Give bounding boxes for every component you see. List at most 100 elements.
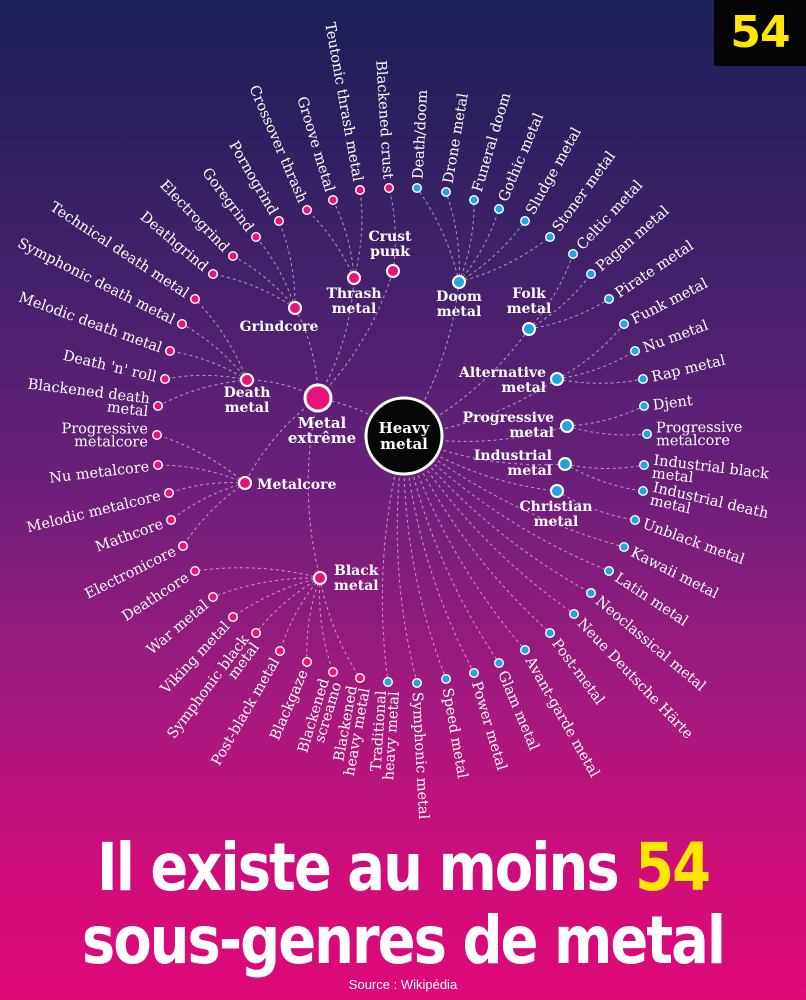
genre-label: Drone metal bbox=[441, 92, 472, 185]
count-badge: 54 bbox=[714, 0, 806, 66]
genre-dot bbox=[328, 194, 339, 205]
genre-dot bbox=[151, 430, 162, 441]
genre-dot bbox=[619, 542, 630, 553]
genre-dot bbox=[638, 374, 649, 385]
hub-thrash-dot bbox=[347, 271, 361, 285]
genre-link bbox=[445, 191, 460, 283]
genre-link bbox=[181, 323, 248, 381]
genre-dot bbox=[441, 674, 452, 685]
genre-link bbox=[528, 298, 610, 330]
genre-dot bbox=[569, 609, 580, 620]
headline-line-1: Il existe au moins 54 bbox=[0, 831, 806, 905]
genre-dot bbox=[412, 678, 423, 689]
genre-label: Nu metal bbox=[641, 318, 711, 357]
genre-label: Death 'n' roll bbox=[61, 348, 158, 386]
genre-link bbox=[168, 482, 246, 494]
genre-link bbox=[319, 577, 334, 673]
genre-dot bbox=[568, 248, 579, 259]
headline: Il existe au moins 54 sous-genres de met… bbox=[0, 831, 806, 980]
genre-dot bbox=[189, 294, 200, 305]
genre-link bbox=[528, 273, 592, 330]
genre-label: Progressive metalcore bbox=[656, 420, 743, 450]
hub-progressive-label: Progressive metal bbox=[463, 410, 555, 441]
hub-folk-label: Folk metal bbox=[507, 286, 552, 317]
genre-label: Djent bbox=[652, 393, 694, 414]
genre-dot bbox=[545, 231, 556, 242]
genre-link bbox=[566, 405, 645, 427]
hub-crust-label: Crust punk bbox=[368, 229, 412, 260]
genre-link bbox=[278, 220, 296, 309]
genre-dot bbox=[152, 460, 163, 471]
genre-link bbox=[528, 253, 574, 330]
genre-link bbox=[157, 464, 246, 484]
genre-link bbox=[556, 350, 636, 380]
genre-dot bbox=[302, 657, 313, 668]
genre-link bbox=[169, 350, 248, 381]
genre-dot bbox=[164, 346, 175, 357]
hub-metal_extreme-label: Metal extrême bbox=[288, 414, 356, 447]
hub-alternative-label: Alternative metal bbox=[458, 365, 546, 396]
genre-dot bbox=[384, 182, 395, 193]
genre-link bbox=[458, 199, 475, 283]
hub-christian-dot bbox=[550, 484, 564, 498]
genre-link bbox=[232, 577, 321, 618]
genre-link bbox=[170, 482, 246, 521]
genre-link bbox=[306, 577, 321, 663]
genre-label: Symphonic metal bbox=[408, 692, 431, 820]
hub-doom-label: Doom metal bbox=[436, 289, 482, 320]
genre-dot bbox=[412, 182, 423, 193]
hub-black-label: Black metal bbox=[334, 563, 379, 594]
genre-dot bbox=[604, 566, 615, 577]
genre-label: Mathcore bbox=[93, 516, 165, 555]
genre-dot bbox=[355, 673, 366, 684]
genre-link bbox=[458, 236, 551, 283]
genre-dot bbox=[177, 541, 188, 552]
hub-grindcore-dot bbox=[288, 301, 302, 315]
genre-dot bbox=[642, 429, 653, 440]
genre-label: Avant-garde metal bbox=[521, 654, 602, 781]
genre-dot bbox=[274, 215, 285, 226]
genre-label: Traditionalheavy metal bbox=[368, 690, 403, 781]
hub-black-dot bbox=[313, 571, 327, 585]
hub-progressive-dot bbox=[560, 419, 574, 433]
genre-dot bbox=[604, 294, 615, 305]
link-crust bbox=[317, 270, 394, 399]
genre-link bbox=[212, 577, 321, 598]
headline-line-2: sous-genres de metal bbox=[81, 902, 726, 980]
genre-link bbox=[556, 490, 636, 521]
hub-metal_extreme-dot bbox=[303, 383, 333, 413]
hub-doom-dot bbox=[452, 275, 466, 289]
genre-link bbox=[255, 236, 296, 309]
genre-link bbox=[194, 298, 248, 381]
genre-label: Blackened crust bbox=[372, 60, 395, 180]
genre-dot bbox=[619, 319, 630, 330]
genre-dot bbox=[250, 628, 261, 639]
genre-dot bbox=[545, 628, 556, 639]
hub-death-dot bbox=[240, 373, 254, 387]
genre-label: Progressive metalcore bbox=[61, 421, 148, 450]
hub-christian-label: Christian metal bbox=[520, 499, 593, 530]
genre-link bbox=[279, 577, 321, 652]
hub-crust-dot bbox=[386, 264, 400, 278]
genre-dot bbox=[441, 186, 452, 197]
genre-link bbox=[556, 323, 625, 380]
genre-link bbox=[566, 425, 648, 436]
genre-dot bbox=[165, 515, 176, 526]
genre-link bbox=[353, 189, 363, 279]
genre-dot bbox=[302, 204, 313, 215]
genre-dot bbox=[469, 194, 480, 205]
genre-dot bbox=[469, 668, 480, 679]
heavy-metal-node bbox=[364, 396, 444, 476]
hub-metalcore-label: Metalcore bbox=[257, 477, 336, 493]
genre-dot bbox=[159, 374, 170, 385]
source-credit: Source : Wikipédia bbox=[348, 977, 458, 992]
genre-dot bbox=[520, 645, 531, 656]
genre-link bbox=[416, 187, 460, 283]
genre-dot bbox=[494, 203, 505, 214]
genre-link bbox=[212, 273, 296, 309]
hub-industrial-label: Industrial metal bbox=[474, 448, 552, 479]
hub-metalcore-dot bbox=[238, 476, 252, 490]
genre-dot bbox=[189, 566, 200, 577]
genre-dot bbox=[227, 250, 238, 261]
